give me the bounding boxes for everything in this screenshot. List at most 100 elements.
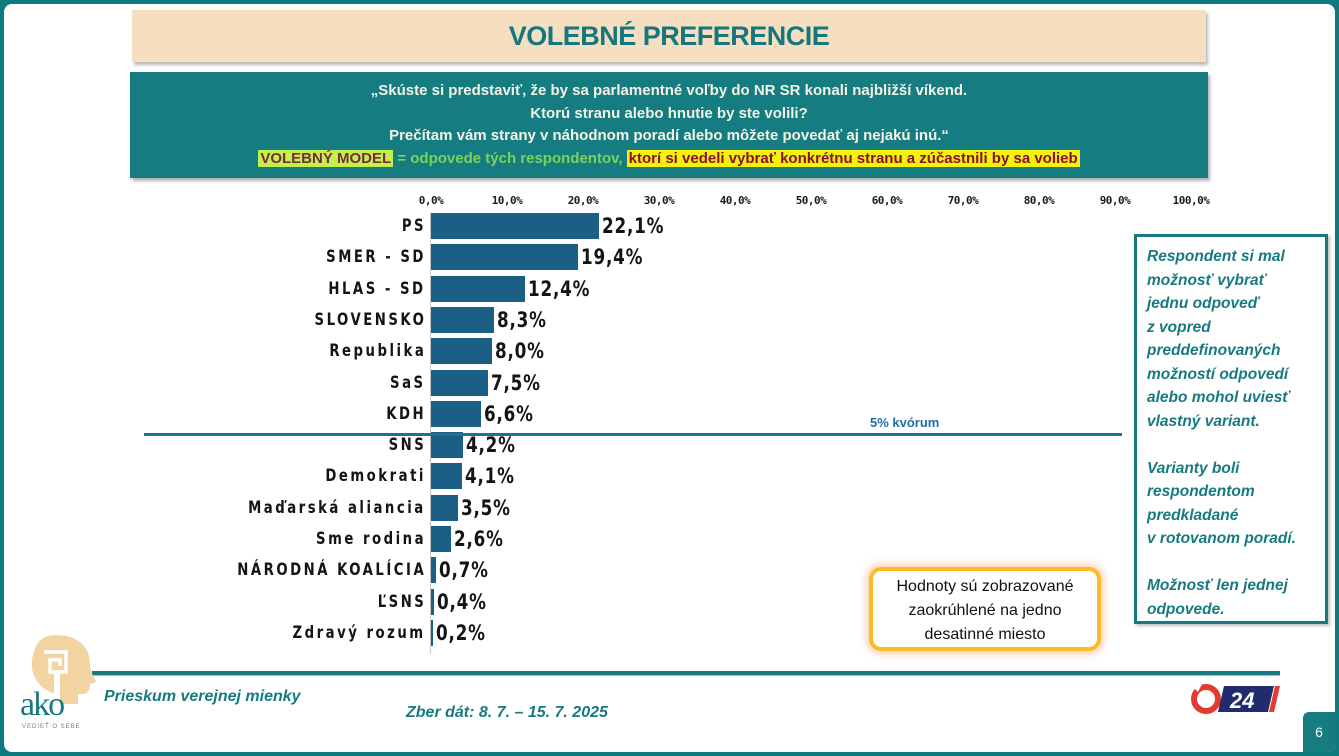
svg-text:24: 24 [1229, 688, 1254, 713]
quorum-line [144, 433, 1122, 436]
value-bar [431, 432, 463, 459]
model-mid-text: = odpovede tých respondentov, [393, 149, 627, 167]
joj24-logo-icon: 24 [1191, 684, 1280, 714]
ako-head-logo-icon [31, 635, 97, 704]
value-bar [431, 369, 488, 396]
value-label: 8,0% [494, 339, 545, 364]
x-axis-tick: 20,0% [567, 194, 599, 207]
party-label: Demokrati [325, 466, 426, 487]
info-line: alebo mohol uviesť [1147, 389, 1290, 406]
info-line: respondentom [1147, 483, 1255, 500]
x-axis-tick: 100,0% [1172, 194, 1210, 207]
value-bar [431, 494, 458, 521]
page-number: 6 [1303, 712, 1335, 752]
info-paragraph-2: Varianty boli respondentom predkladané v… [1147, 457, 1317, 551]
party-label: SMER - SD [326, 247, 426, 268]
footer-divider [92, 671, 1280, 676]
chart-row: NÁRODNÁ KOALÍCIA 0,7% [4, 556, 904, 584]
value-bar [431, 463, 463, 490]
info-paragraph-1: Respondent si mal možnosť vybrať jednu o… [1147, 245, 1317, 433]
value-label: 19,4% [581, 245, 644, 270]
value-bar [431, 557, 437, 584]
chart-row: Republika 8,0% [4, 337, 904, 365]
quorum-label: 5% kvórum [870, 415, 940, 430]
party-label: PS [401, 216, 426, 236]
value-label: 3,5% [460, 495, 511, 520]
x-axis-tick: 90,0% [1099, 194, 1131, 207]
value-bar [431, 400, 482, 427]
survey-label: Prieskum verejnej mienky [104, 688, 301, 705]
chart-row: SaS 7,5% [4, 369, 904, 397]
party-label: SLOVENSKO [314, 309, 426, 330]
chart-row: Maďarská aliancia 3,5% [4, 494, 904, 522]
value-bar [431, 244, 579, 271]
chart-row: Zdravý rozum 0,2% [4, 619, 904, 647]
ako-logo-text: ako [20, 686, 65, 723]
value-label: 4,1% [465, 464, 515, 489]
value-label: 7,5% [491, 370, 541, 395]
question-line-2: Ktorú stranu alebo hnutie by ste volili? [530, 104, 808, 122]
question-line-3: Prečítam vám strany v náhodnom poradí al… [389, 127, 949, 144]
note-line: Hodnoty sú zobrazované [896, 578, 1074, 595]
info-line: Respondent si mal [1147, 248, 1285, 265]
party-label: Maďarská aliancia [248, 497, 426, 518]
info-line: Varianty boli [1147, 459, 1240, 477]
info-line: predkladané [1147, 506, 1239, 524]
page-title: VOLEBNÉ PREFERENCIE [508, 20, 830, 51]
party-label: Republika [329, 341, 426, 362]
value-label: 0,4% [437, 589, 487, 614]
chart-row: SLOVENSKO 8,3% [4, 306, 904, 334]
value-bar [431, 619, 433, 646]
x-axis-tick: 30,0% [643, 194, 675, 207]
x-axis-tick: 10,0% [491, 194, 523, 207]
value-bar [431, 306, 495, 333]
x-axis-tick: 60,0% [871, 194, 903, 207]
question-line-1: „Skúste si predstaviť, že by sa parlamen… [370, 82, 968, 99]
info-line: z vopred [1147, 318, 1211, 336]
party-label: Zdravý rozum [292, 622, 426, 643]
x-axis-tick: 70,0% [947, 194, 979, 207]
info-line: v rotovanom poradí. [1147, 530, 1296, 547]
value-bar [431, 275, 526, 302]
value-bar [431, 588, 435, 615]
info-paragraph-3: Možnosť len jednej odpovede. [1147, 574, 1317, 621]
party-label: KDH [386, 403, 426, 424]
x-axis-tick: 40,0% [719, 194, 751, 207]
party-label: NÁRODNÁ KOALÍCIA [237, 560, 426, 581]
collection-date: Zber dát: 8. 7. – 15. 7. 2025 [406, 704, 608, 721]
title-banner: VOLEBNÉ PREFERENCIE [132, 10, 1206, 62]
note-line: zaokrúhlené na jedno [908, 602, 1062, 619]
chart-row: SNS 4,2% [4, 431, 904, 459]
info-line: vlastný variant. [1147, 412, 1260, 430]
info-line: možností odpovedí [1147, 365, 1289, 383]
party-label: Sme rodina [315, 529, 426, 549]
info-line: odpovede. [1147, 600, 1225, 618]
chart-row: ĽSNS 0,4% [4, 588, 904, 616]
model-label: VOLEBNÝ MODEL [258, 149, 394, 167]
chart-row: HLAS - SD 12,4% [4, 275, 904, 303]
party-label: SNS [388, 435, 426, 456]
value-bar [431, 526, 451, 552]
chart-row: PS 22,1% [4, 212, 904, 240]
x-axis-tick: 80,0% [1023, 194, 1055, 207]
model-highlight-text: ktorí si vedeli vybrať konkrétnu stranu … [626, 149, 1080, 167]
x-axis-tick: 50,0% [795, 194, 827, 207]
value-label: 22,1% [601, 214, 665, 238]
ako-logo-tagline: VEDIEŤ O SEBE [22, 724, 81, 730]
value-label: 0,2% [436, 620, 486, 645]
value-label: 4,2% [465, 433, 516, 458]
party-label: ĽSNS [377, 591, 426, 612]
info-line: jednu odpoveď [1147, 295, 1260, 312]
info-line: Možnosť len jednej [1147, 577, 1288, 594]
value-label: 6,6% [484, 401, 534, 426]
chart-row: KDH 6,6% [4, 400, 904, 428]
slide: VOLEBNÉ PREFERENCIE „Skúste si predstavi… [4, 4, 1335, 752]
value-label: 2,6% [453, 527, 504, 551]
rounding-note: Hodnoty sú zobrazované zaokrúhlené na je… [869, 567, 1101, 651]
info-line: preddefinovaných [1147, 342, 1281, 359]
chart-row: SMER - SD 19,4% [4, 243, 904, 271]
value-label: 8,3% [497, 307, 547, 332]
model-definition: VOLEBNÝ MODEL = odpovede tých respondent… [130, 148, 1208, 171]
value-bar [431, 213, 599, 239]
methodology-info-box: Respondent si mal možnosť vybrať jednu o… [1134, 234, 1328, 624]
